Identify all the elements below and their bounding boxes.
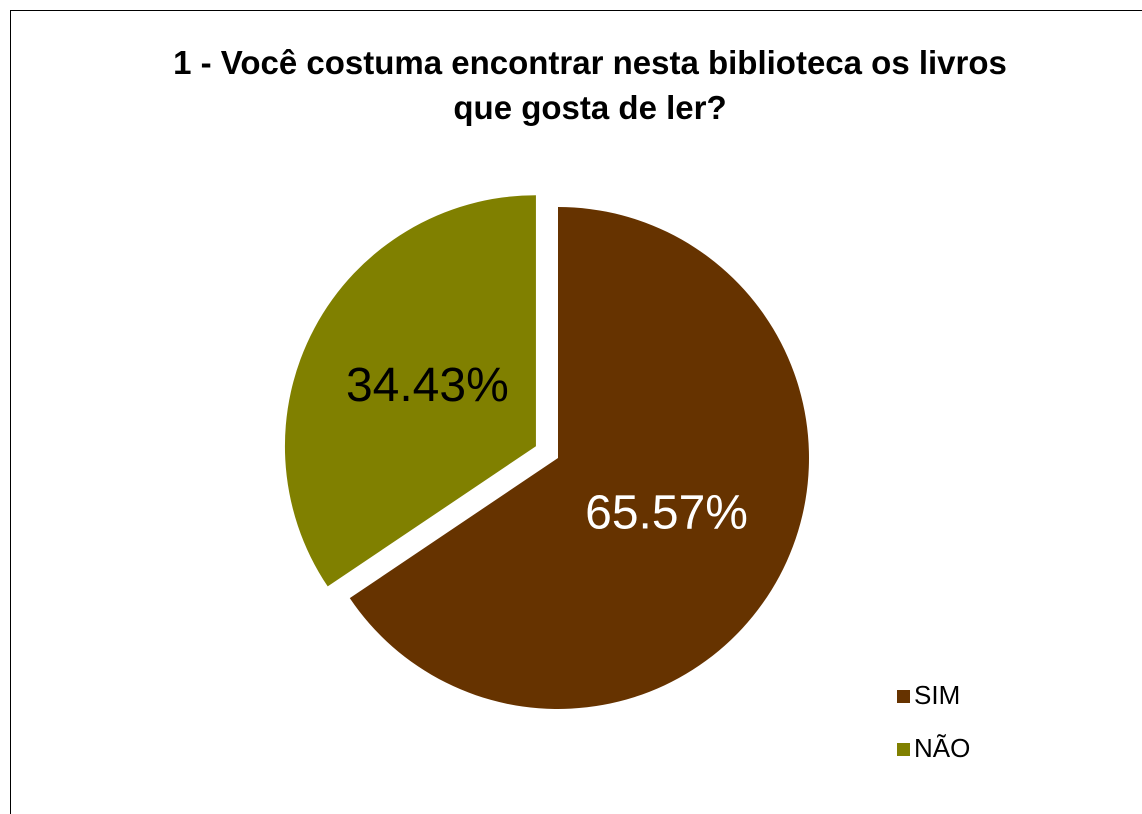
- legend-swatch: [897, 743, 910, 756]
- chart-title: 1 - Você costuma encontrar nesta bibliot…: [173, 44, 1007, 126]
- legend-label: NÃO: [914, 733, 970, 763]
- pie-slice: [284, 195, 536, 587]
- legend-label: SIM: [914, 680, 960, 710]
- slice-label: 34.43%: [346, 359, 509, 412]
- pie-slice: [349, 207, 810, 710]
- legend-swatch: [897, 690, 910, 703]
- chart-frame: [10, 10, 1142, 814]
- slice-label: 65.57%: [585, 486, 748, 539]
